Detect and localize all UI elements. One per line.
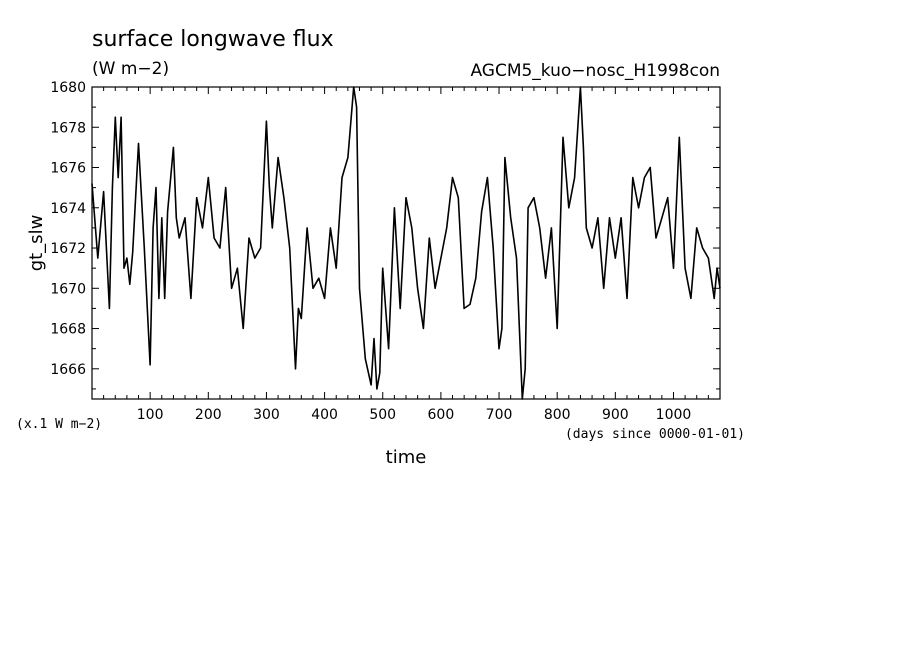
series-line xyxy=(91,86,721,400)
x-tick-label: 1000 xyxy=(656,407,692,423)
y-tick-label: 1680 xyxy=(50,80,86,96)
x-tick-label: 300 xyxy=(253,407,280,423)
x-tick-label: 800 xyxy=(544,407,571,423)
y-scale-note: (x.1 W m−2) xyxy=(16,417,102,432)
y-axis-ticks: 1666 1668 1670 1672 1674 1676 1678 1680 xyxy=(50,80,720,390)
y-tick-label: 1666 xyxy=(50,362,86,378)
y-tick-label: 1668 xyxy=(50,322,86,338)
x-tick-label: 100 xyxy=(137,407,164,423)
x-axis-label: time xyxy=(386,447,427,468)
x-axis-units: (days since 0000-01-01) xyxy=(565,427,745,442)
x-axis-ticks: 100 200 300 400 500 600 700 800 900 1000 xyxy=(103,87,721,423)
y-tick-label: 1676 xyxy=(50,161,86,177)
y-tick-label: 1674 xyxy=(50,201,86,217)
x-tick-label: 500 xyxy=(369,407,396,423)
y-tick-label: 1672 xyxy=(50,241,86,257)
experiment-label: AGCM5_kuo−nosc_H1998con xyxy=(470,61,720,81)
y-tick-label: 1670 xyxy=(50,281,86,297)
plot-frame xyxy=(91,86,721,400)
x-tick-label: 900 xyxy=(602,407,629,423)
chart-units: (W m−2) xyxy=(92,59,169,79)
x-tick-label: 400 xyxy=(311,407,338,423)
x-tick-label: 200 xyxy=(195,407,222,423)
x-tick-label: 700 xyxy=(486,407,513,423)
chart-title: surface longwave flux xyxy=(92,27,334,52)
y-tick-label: 1678 xyxy=(50,120,86,136)
x-tick-label: 600 xyxy=(428,407,455,423)
y-axis-label: gt_slw xyxy=(26,215,47,272)
